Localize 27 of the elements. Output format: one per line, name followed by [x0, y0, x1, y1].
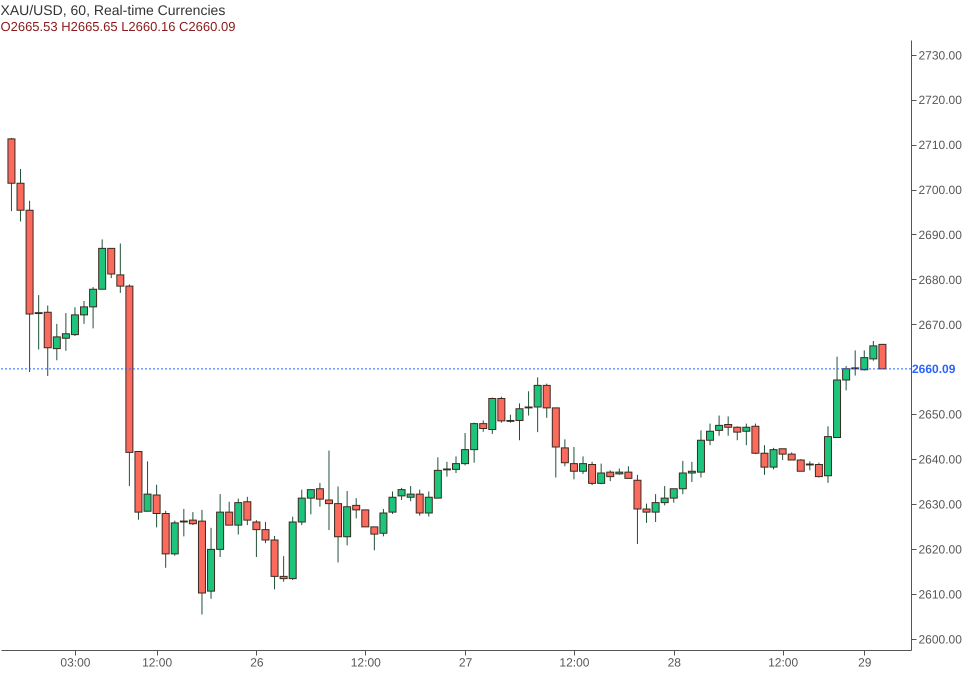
x-tick-label: 12:00	[350, 656, 382, 670]
y-tick-label: 2650.00	[918, 408, 962, 422]
x-tick-label: 12:00	[559, 656, 590, 670]
y-tick-label: 2640.00	[918, 452, 962, 467]
y-tick-label: 2730.00	[918, 48, 962, 62]
y-tick-label: 2600.00	[918, 632, 962, 646]
y-tick-label: 2690.00	[918, 228, 962, 242]
x-tick-label: 12:00	[768, 656, 798, 670]
candlestick	[560, 438, 569, 467]
y-tick-label: 2670.00	[918, 318, 962, 332]
y-tick-label: 2630.00	[918, 498, 962, 512]
x-tick-label: 27	[458, 656, 473, 670]
y-tick-label: 2700.00	[918, 183, 962, 198]
y-tick-label: 2710.00	[918, 138, 962, 152]
y-tick-label: 2680.00	[918, 272, 962, 287]
x-tick-label: 26	[250, 656, 264, 670]
y-tick-label: 2720.00	[918, 93, 962, 108]
x-tick-label: 03:00	[60, 656, 91, 670]
chart-title: XAU/USD, 60, Real-time Currencies	[0, 2, 226, 18]
chart-subtitle: O2665.53 H2665.65 L2660.16 C2660.09	[0, 19, 236, 34]
x-tick-label: 12:00	[142, 656, 172, 670]
y-tick-label: 2620.00	[918, 542, 962, 556]
candlestick	[388, 490, 396, 514]
x-tick-label: 28	[668, 656, 682, 670]
x-tick-label: 29	[858, 656, 872, 670]
y-tick-label: 2610.00	[918, 587, 962, 602]
ref-line-label: 2660.09	[912, 362, 956, 376]
